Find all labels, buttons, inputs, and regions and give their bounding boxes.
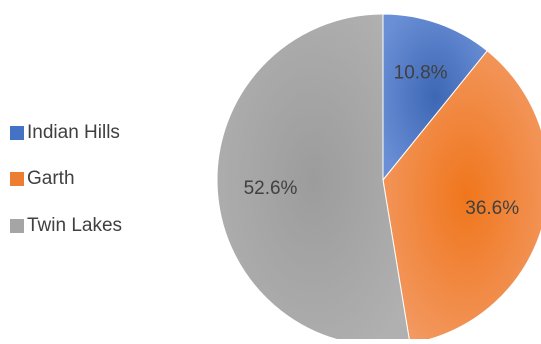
pie-data-labels: 10.8% 36.6% 52.6%	[244, 63, 520, 219]
data-label-twin-lakes: 52.6%	[244, 178, 298, 199]
pie-slice-garth	[382, 50, 541, 344]
legend-swatch-garth	[10, 172, 24, 186]
chart-legend: Indian Hills Garth Twin Lakes	[10, 122, 122, 262]
legend-swatch-indian-hills	[10, 125, 24, 140]
data-label-indian-hills: 10.8%	[394, 63, 448, 84]
pie-slices	[216, 13, 541, 344]
legend-label-indian-hills: Indian Hills	[27, 121, 120, 143]
pie-slice-twin-lakes	[216, 13, 411, 344]
legend-label-garth: Garth	[27, 168, 75, 189]
legend-item-twin-lakes: Twin Lakes	[10, 215, 122, 236]
legend-swatch-twin-lakes	[10, 218, 24, 233]
legend-label-twin-lakes: Twin Lakes	[27, 214, 123, 236]
legend-item-garth: Garth	[10, 168, 122, 190]
legend-item-indian-hills: Indian Hills	[10, 122, 122, 143]
pie-slice-indian-hills	[382, 13, 488, 182]
data-label-garth: 36.6%	[465, 198, 519, 219]
